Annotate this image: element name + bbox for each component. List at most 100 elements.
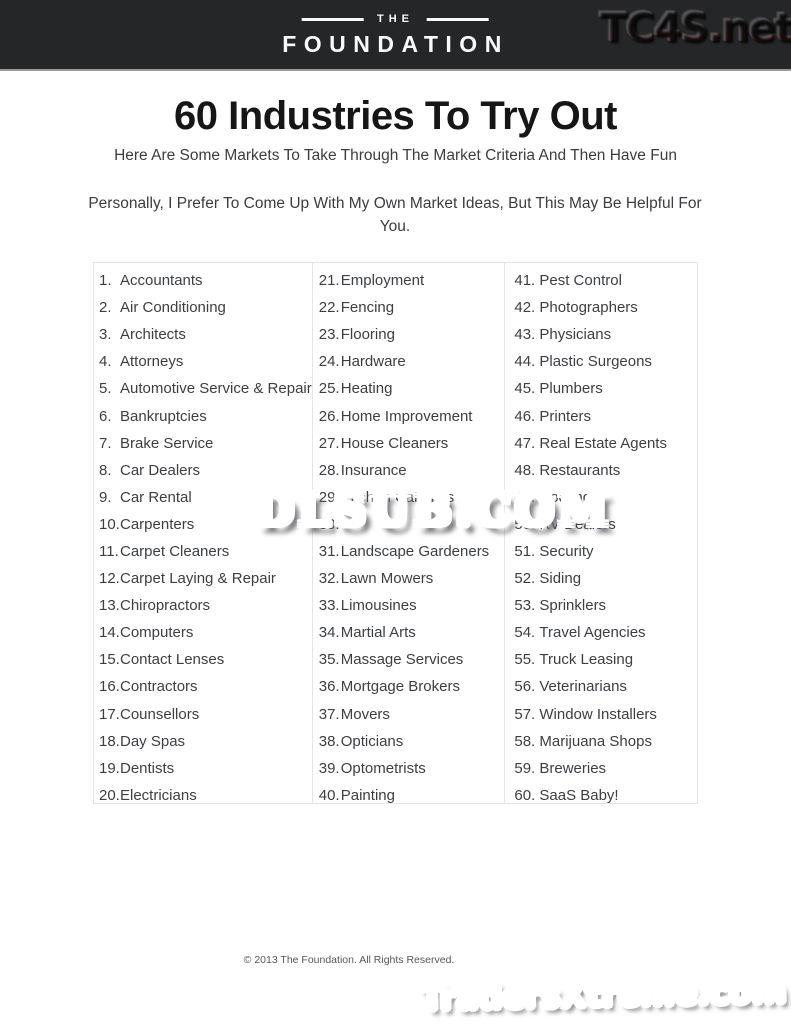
list-item-number: 4. [99,353,112,371]
list-item-number: 14. [99,624,120,642]
list-item: 36. Mortgage Brokers [313,673,505,700]
list-item-label: SaaS Baby! [539,786,619,804]
list-item-label: Car Dealers [120,461,201,479]
list-item: 56. Veterinarians [505,673,697,700]
list-item-number: 54. [514,624,536,642]
page-title: 60 Industries To Try Out [174,94,617,138]
list-item-number: 20. [99,786,120,804]
list-item: 30. [313,511,505,538]
list-item: 7. Brake Service [94,430,312,457]
list-item-number: 58. [514,732,536,750]
list-item-number: 36. [318,678,340,696]
logo-line-left [302,17,364,21]
list-item-number: 2. [99,299,112,317]
list-item-label: Employment [340,272,425,290]
list-item-number: 9. [99,488,112,506]
list-item-number: 5. [99,380,112,398]
list-item-label: Dentists [120,759,175,777]
list-item-label: Breweries [539,759,607,777]
list-item-number: 49. [514,489,539,506]
list-item: 39. Optometrists [313,755,505,782]
logo-the-row: THE [302,13,489,25]
list-item-number: 47. [514,434,536,452]
list-item-label: Marijuana Shops [539,732,652,750]
list-item-number: 57. [514,705,536,723]
list-item-label: Restaurants [539,461,621,479]
list-item-label: Brake Service [120,434,214,452]
list-item: 5. Automotive Service & Repair [94,375,312,402]
list-item: 31. Landscape Gardeners [313,538,505,565]
list-item-number: 11. [99,542,119,560]
list-item-number: 1. [99,272,112,290]
logo-line-right [427,17,489,21]
foundation-logo: THE FOUNDATION [282,13,509,58]
list-item-label: Printers [539,407,592,425]
list-item-label: Carpet Cleaners [120,542,230,560]
list-item-label: Roofing [539,489,591,506]
list-item: 15. Contact Lenses [94,646,312,673]
watermark-tradersxtreme: TradersXtreme.com [420,971,787,1018]
list-item-label: Security [539,542,594,560]
list-item-number: 43. [514,326,536,344]
list-item-number: 55. [514,651,536,669]
list-item: 45. Plumbers [505,375,697,402]
page-header: THE FOUNDATION TC4S.net [0,0,791,71]
list-item-number: 53. [514,597,536,615]
list-item-label: Sprinklers [539,597,607,615]
list-item-number: 41. [514,272,536,290]
list-item-number: 56. [514,678,536,696]
list-item-label: Carpenters [120,515,195,533]
list-item-label: Physicians [539,326,612,344]
list-item-number: 37. [318,705,340,723]
list-item-number: 40. [318,786,340,804]
list-item: 16. Contractors [94,673,312,700]
list-item-number: 48. [514,461,536,479]
list-item-number: 52. [514,570,536,588]
list-item-label: Flooring [340,326,395,344]
list-item: 14. Computers [94,619,312,646]
list-item: 60. SaaS Baby! [505,782,697,809]
list-item-number: 21. [318,272,340,290]
list-item-label: Accountants [120,272,203,290]
list-item-label: Real Estate Agents [539,434,667,452]
list-item: 20. Electricians [94,782,312,809]
list-item-number: 45. [514,380,536,398]
list-item-number: 50. [514,516,539,533]
list-item: 2. Air Conditioning [94,294,312,321]
list-item-label: Chiropractors [120,597,211,615]
list-item-number: 26. [318,407,340,425]
list-item-number: 59. [514,759,536,777]
industries-column-3: 41. Pest Control 42. Photographers 43. Physic… [505,263,697,804]
list-item-number: 19. [99,759,120,777]
list-item: 1. Accountants [94,267,312,294]
list-item: 32. Lawn Mowers [313,565,505,592]
list-item-number: 23. [318,326,340,344]
list-item-label: Automotive Service & Repair [120,380,312,398]
list-item-label: Travel Agencies [539,624,646,642]
list-item: 21. Employment [313,267,505,294]
list-item: 10. Carpenters [94,511,312,538]
list-item-number: 25. [318,380,340,398]
list-item: 57. Window Installers [505,701,697,728]
list-item-label: Counsellors [120,705,200,723]
list-item-label: Photographers [539,299,638,317]
list-item-number: 44. [514,353,536,371]
list-item-number: 33. [318,597,340,615]
list-item-label: Attorneys [120,353,184,371]
list-item-label: Truck Leasing [539,651,634,669]
list-item-label: Opticians [340,732,404,750]
list-item-label: Siding [539,570,582,588]
list-item-number: 32. [318,570,340,588]
list-item: 23. Flooring [313,321,505,348]
list-item-number: 29. [319,489,341,506]
list-item-label: Plastic Surgeons [539,353,652,371]
list-item: 22. Fencing [313,294,505,321]
page-subtitle: Here Are Some Markets To Take Through Th… [114,147,677,164]
list-item: 3. Architects [94,321,312,348]
list-item-label: Painting [340,786,395,804]
list-item-label: Window Installers [539,705,657,723]
list-item-label: Computers [120,624,194,642]
list-item-label: RV Dealers [539,516,615,533]
list-item: 54. Travel Agencies [505,619,697,646]
list-item-number: 24. [318,353,340,371]
